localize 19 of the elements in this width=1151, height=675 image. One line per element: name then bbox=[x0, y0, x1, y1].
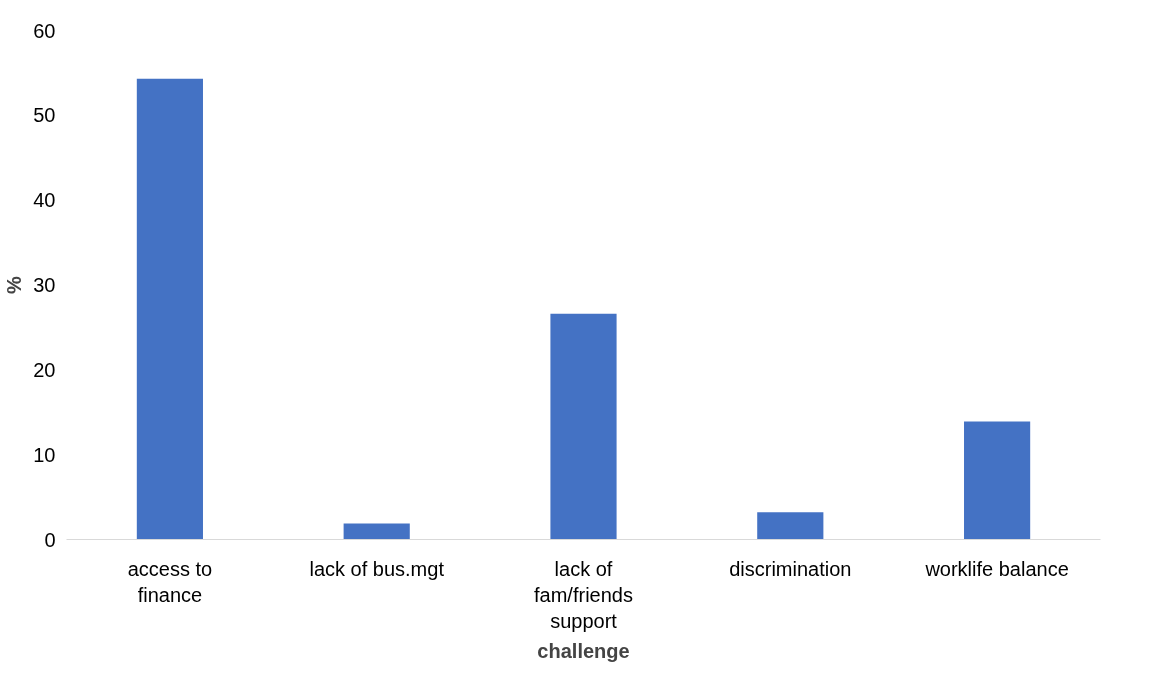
x-tick-label: lack of bus.mgt bbox=[309, 557, 445, 580]
bar bbox=[343, 523, 410, 540]
x-tick-label: discrimination bbox=[729, 557, 852, 580]
x-tick-label: lack of fam/friends support bbox=[534, 557, 633, 633]
y-tick-label: 60 bbox=[33, 19, 56, 42]
x-tick-label: access to finance bbox=[127, 557, 213, 606]
y-axis-title: % bbox=[3, 275, 26, 294]
x-tick-label: worklife balance bbox=[924, 557, 1069, 580]
y-tick-label: 10 bbox=[33, 443, 56, 466]
bar bbox=[136, 78, 203, 540]
x-axis-title: challenge bbox=[537, 640, 630, 663]
bar bbox=[550, 313, 617, 540]
bar bbox=[757, 512, 824, 540]
y-tick-label: 50 bbox=[33, 104, 56, 127]
y-tick-label: 0 bbox=[44, 528, 56, 551]
y-tick-label: 30 bbox=[33, 274, 56, 296]
y-tick-label: 40 bbox=[33, 189, 56, 212]
y-tick-label: 20 bbox=[33, 358, 56, 381]
bar bbox=[964, 421, 1031, 540]
